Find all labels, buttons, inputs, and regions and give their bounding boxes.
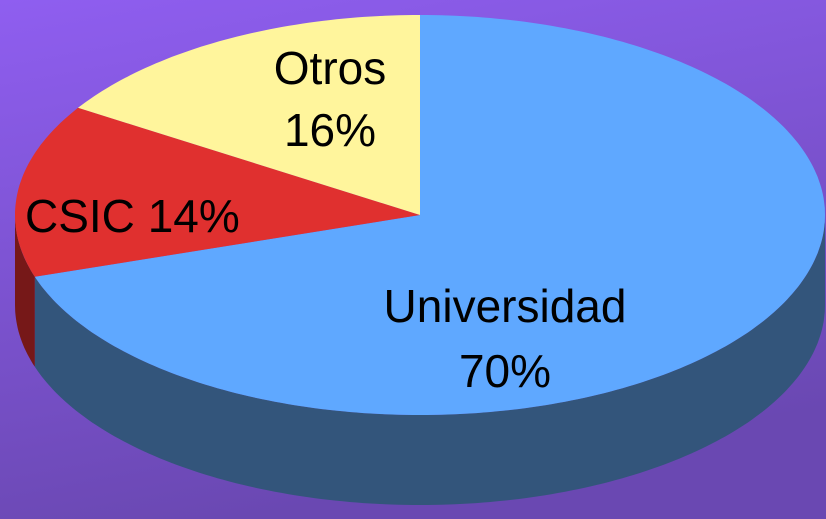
- pie-side: [34, 215, 826, 505]
- slice-value-label: 70%: [459, 345, 551, 397]
- slice-value-label: 16%: [284, 104, 376, 156]
- slice-label: Otros: [274, 42, 386, 94]
- pie-slice: [15, 107, 420, 277]
- slice-label-group: CSIC 14%: [25, 190, 240, 242]
- slice-label: CSIC: [25, 190, 135, 242]
- pie-side: [15, 215, 35, 367]
- pie-slice: [34, 15, 826, 415]
- slice-value-label: 14%: [148, 190, 240, 242]
- slice-label: Universidad: [384, 280, 627, 332]
- pie-slice: [78, 15, 420, 215]
